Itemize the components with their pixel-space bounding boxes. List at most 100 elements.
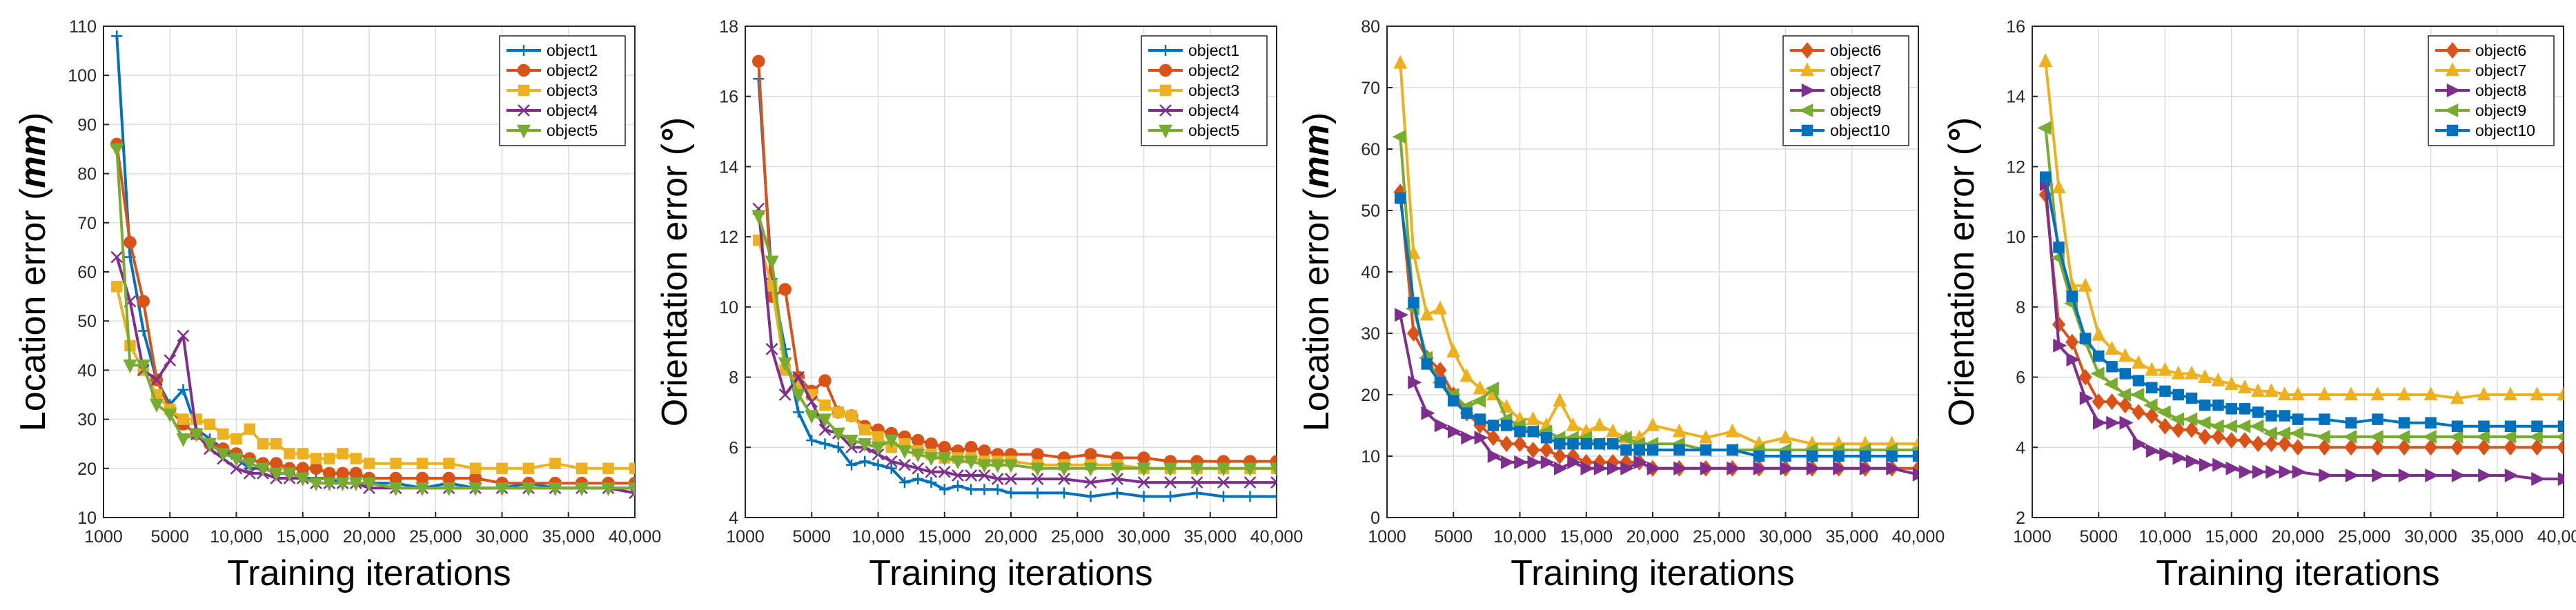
y-axis-label: Orientation error (°) <box>1942 117 1982 427</box>
data-point-object7 <box>2530 386 2544 401</box>
data-point-object7 <box>1566 417 1580 431</box>
data-point-object8 <box>1461 431 1475 445</box>
y-tick-label: 2 <box>2016 509 2025 528</box>
y-tick-label: 0 <box>1370 509 1380 528</box>
data-point-object5 <box>269 467 284 482</box>
data-point-object7 <box>1500 399 1514 413</box>
data-point-object7 <box>1393 55 1408 69</box>
data-point-object4 <box>991 473 1004 485</box>
legend-marker <box>2444 103 2459 118</box>
x-tick-label: 15,000 <box>918 527 971 547</box>
data-point-object8 <box>2292 464 2306 479</box>
data-point-object9 <box>2196 415 2211 430</box>
x-tick-label: 1000 <box>726 527 765 547</box>
data-point-object4 <box>230 462 243 475</box>
data-point-object7 <box>1672 423 1687 437</box>
legend-item-object8: object8 <box>1790 81 1881 99</box>
data-point-object8 <box>2279 464 2293 479</box>
data-point-object10 <box>2132 375 2145 386</box>
data-point-object8 <box>2066 353 2081 367</box>
data-point-object9 <box>2422 430 2437 444</box>
data-point-object7 <box>1459 368 1474 382</box>
data-point-object8 <box>1700 461 1714 475</box>
data-point-object5 <box>751 210 766 224</box>
data-point-object7 <box>2038 53 2053 68</box>
x-tick-label: 5000 <box>150 527 189 547</box>
legend: object1 object2 object3 object4 object5 <box>1141 35 1268 146</box>
legend-label: object8 <box>2475 81 2526 99</box>
data-point-object3 <box>872 431 884 443</box>
data-point-object3 <box>576 462 588 475</box>
y-tick-label: 14 <box>719 157 738 177</box>
legend-item-object5: object5 <box>1148 121 1239 139</box>
data-point-object3 <box>111 281 123 293</box>
data-point-object4 <box>1084 476 1097 489</box>
data-point-object9 <box>1618 431 1632 445</box>
data-point-object6 <box>2211 429 2225 446</box>
data-point-object5 <box>282 467 297 482</box>
data-point-object5 <box>990 459 1005 473</box>
data-point-object6 <box>2317 439 2332 456</box>
data-point-object3 <box>522 462 535 475</box>
data-point-object2 <box>270 457 283 470</box>
data-point-object5 <box>322 477 337 491</box>
legend-item-object8: object8 <box>2435 81 2526 99</box>
data-point-object10 <box>1501 420 1513 431</box>
data-point-object9 <box>2475 430 2490 444</box>
data-point-object5 <box>1110 462 1125 477</box>
data-point-object10 <box>1753 450 1765 462</box>
data-point-object7 <box>2198 368 2212 383</box>
data-point-object9 <box>2143 398 2158 413</box>
data-point-object3 <box>257 437 269 450</box>
y-axis-label: Location error (mm) <box>1297 112 1337 431</box>
data-point-object5 <box>897 445 912 460</box>
y-tick-label: 40 <box>1361 263 1380 282</box>
data-point-object10 <box>1912 450 1918 462</box>
data-point-object3 <box>337 448 348 460</box>
data-point-object8 <box>2398 468 2412 482</box>
data-point-object1 <box>846 459 857 471</box>
data-point-object6 <box>2185 421 2199 438</box>
data-point-object8 <box>1514 455 1528 469</box>
data-point-object8 <box>2185 454 2200 469</box>
data-point-object9 <box>2250 419 2264 433</box>
data-point-object8 <box>1540 455 1555 469</box>
data-point-object3 <box>230 433 242 445</box>
data-point-object5 <box>1083 462 1098 477</box>
y-tick-label: 12 <box>2006 157 2025 177</box>
data-point-object8 <box>1780 461 1794 475</box>
data-point-object4 <box>818 423 832 436</box>
x-tick-label: 25,000 <box>409 527 462 547</box>
data-point-object7 <box>1473 380 1487 395</box>
data-point-object2 <box>296 462 309 475</box>
data-point-object6 <box>2078 368 2092 386</box>
data-point-object8 <box>1859 461 1874 475</box>
data-point-object8 <box>1408 375 1422 390</box>
data-point-object1 <box>806 435 818 446</box>
data-point-object7 <box>2251 383 2265 397</box>
data-point-object4 <box>1243 476 1257 489</box>
data-point-object7 <box>2211 372 2225 386</box>
x-tick-label: 1000 <box>84 527 123 547</box>
data-point-object6 <box>2504 439 2517 456</box>
data-point-object5 <box>924 452 938 466</box>
data-point-object10 <box>1620 444 1632 456</box>
data-point-object5 <box>1056 462 1072 477</box>
data-point-object5 <box>176 433 190 447</box>
data-point-object5 <box>295 472 310 486</box>
data-point-object5 <box>858 437 872 452</box>
series-object1 <box>753 73 1277 502</box>
data-point-object3 <box>602 462 614 475</box>
data-point-object3 <box>819 400 831 411</box>
data-point-object8 <box>2119 415 2134 430</box>
data-point-object9 <box>2130 387 2145 402</box>
legend-marker <box>1801 83 1816 98</box>
data-point-object6 <box>2132 404 2145 421</box>
data-point-object9 <box>2396 430 2410 444</box>
data-point-object2 <box>389 471 402 485</box>
data-point-object9 <box>2276 426 2290 440</box>
data-point-object10 <box>1633 444 1645 456</box>
data-point-object5 <box>871 442 885 456</box>
data-point-object10 <box>1461 407 1473 419</box>
legend-label: object2 <box>1188 61 1239 79</box>
